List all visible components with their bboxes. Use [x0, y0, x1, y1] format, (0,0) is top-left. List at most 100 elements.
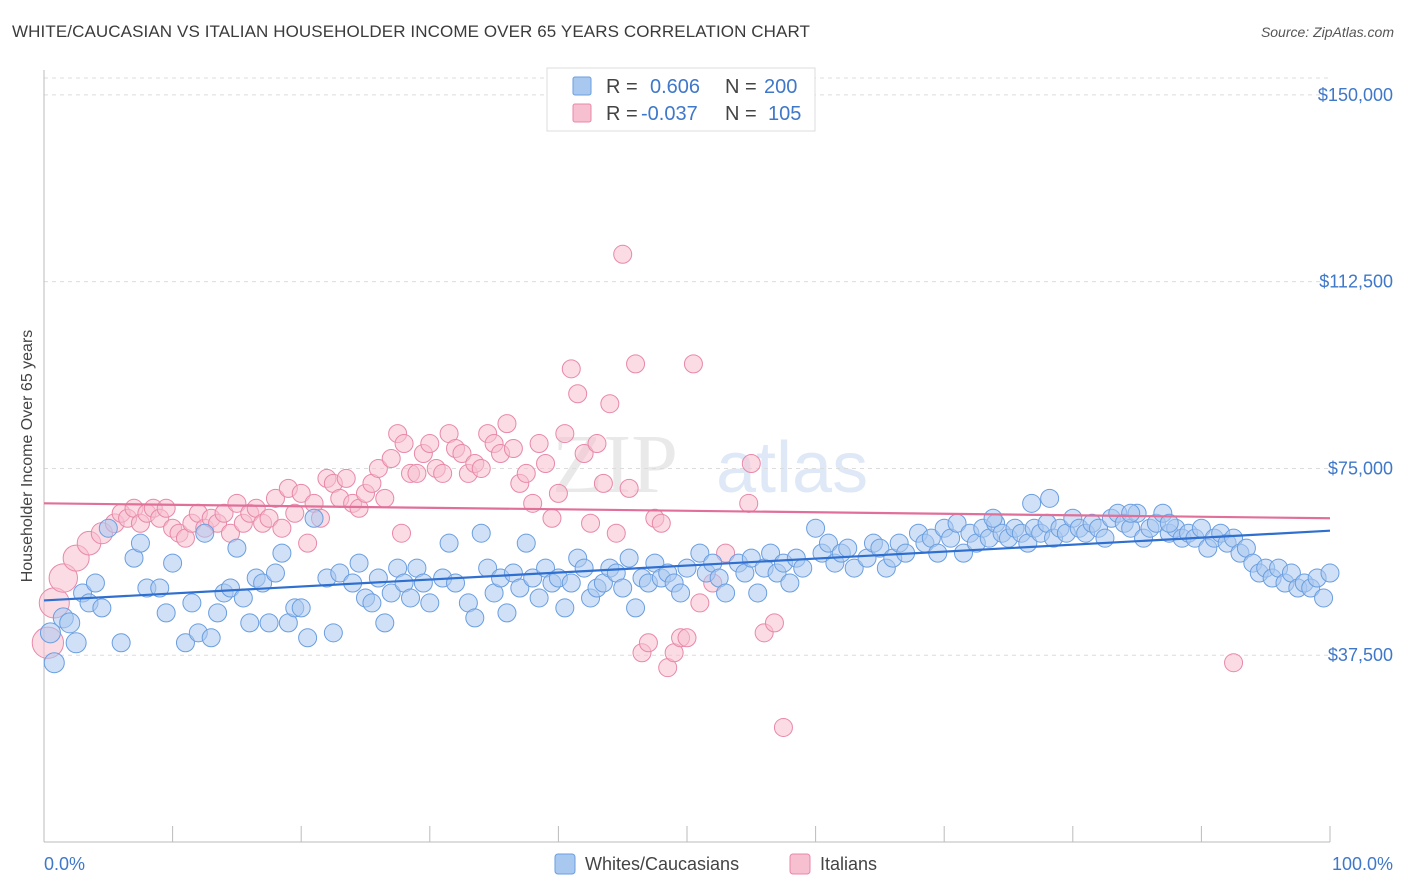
italians-point-106	[392, 523, 412, 543]
y-axis-label: Householder Income Over 65 years	[19, 330, 36, 583]
whites-point-17	[175, 633, 195, 653]
italians-point-25	[227, 493, 247, 513]
italians-point-14	[156, 498, 176, 518]
italians-point-71	[523, 493, 543, 513]
whites-point-44	[362, 593, 382, 613]
whites-point-53	[420, 593, 440, 613]
whites-point-7	[85, 573, 105, 593]
whites-point-30	[259, 613, 279, 633]
whites-point-73	[561, 573, 581, 593]
italians-point-36	[298, 533, 318, 553]
whites-point-0	[39, 622, 61, 644]
whites-point-185	[1314, 588, 1334, 608]
y-tick-label-3: $37,500	[1328, 645, 1393, 665]
whites-point-32	[272, 543, 292, 563]
whites-point-188	[983, 508, 1003, 528]
whites-point-105	[780, 573, 800, 593]
legend-swatch-italians	[572, 103, 592, 123]
whites-point-190	[1040, 488, 1060, 508]
italians-point-104	[773, 717, 793, 737]
whites-point-50	[401, 588, 421, 608]
whites-trend-line	[43, 529, 1331, 602]
italians-point-48	[375, 488, 395, 508]
whites-point-63	[497, 603, 517, 623]
italians-point-97	[690, 593, 710, 613]
y-tick-label-1: $112,500	[1319, 272, 1393, 292]
italians-point-60	[452, 444, 472, 464]
x-tick-label-right: 100.0%	[1332, 854, 1393, 874]
whites-point-117	[870, 538, 890, 558]
whites-point-58	[465, 608, 485, 628]
legend-r-label-italians: R =	[606, 103, 638, 125]
whites-point-42	[349, 553, 369, 573]
whites-point-46	[375, 613, 395, 633]
italians-point-81	[587, 434, 607, 454]
italians-point-70	[516, 463, 536, 483]
italians-point-31	[265, 488, 285, 508]
whites-point-108	[806, 518, 826, 538]
whites-point-59	[471, 523, 491, 543]
italians-point-75	[548, 483, 568, 503]
whites-point-31	[265, 563, 285, 583]
italians-point-74	[542, 508, 562, 528]
whites-point-52	[413, 573, 433, 593]
whites-point-83	[626, 598, 646, 618]
whites-point-191	[1121, 503, 1141, 523]
whites-point-14	[150, 578, 170, 598]
whites-point-8	[92, 598, 112, 618]
italians-point-87	[626, 354, 646, 374]
whites-point-27	[240, 613, 260, 633]
legend-r-value-italians: -0.037	[641, 103, 698, 125]
legend-bottom-label-italians: Italians	[820, 854, 877, 874]
italians-point-78	[568, 384, 588, 404]
italians-point-76	[555, 424, 575, 444]
whites-point-37	[304, 508, 324, 528]
italians-point-42	[336, 468, 356, 488]
whites-point-9	[98, 518, 118, 538]
y-tick-label-2: $75,000	[1328, 458, 1393, 478]
source-credit: Source: ZipAtlas.com	[1260, 24, 1394, 40]
whites-point-18	[182, 593, 202, 613]
whites-point-65	[510, 578, 530, 598]
whites-point-110	[818, 533, 838, 553]
italians-point-84	[606, 523, 626, 543]
italians-point-35	[291, 483, 311, 503]
series-italians	[31, 244, 1244, 737]
whites-point-75	[574, 558, 594, 578]
legend-r-value-whites: 0.606	[650, 76, 700, 98]
legend-bottom: Whites/Caucasians Italians	[554, 853, 877, 875]
whites-point-91	[677, 558, 697, 578]
legend-top: R = 0.606 N = 200 R = -0.037 N = 105	[546, 67, 816, 132]
italians-point-53	[407, 463, 427, 483]
whites-point-107	[793, 558, 813, 578]
italians-point-82	[593, 473, 613, 493]
italians-point-86	[619, 478, 639, 498]
italians-point-99	[741, 453, 761, 473]
whites-point-45	[368, 568, 388, 588]
whites-point-1	[43, 652, 65, 674]
whites-point-68	[529, 588, 549, 608]
legend-n-label-italians: N =	[725, 103, 757, 125]
italians-point-30	[259, 508, 279, 528]
whites-point-12	[130, 533, 150, 553]
whites-point-22	[208, 603, 228, 623]
italians-point-89	[638, 633, 658, 653]
whites-point-47	[381, 583, 401, 603]
italians-point-34	[285, 503, 305, 523]
italians-point-63	[471, 458, 491, 478]
whites-point-114	[844, 558, 864, 578]
legend-swatch-whites	[572, 76, 592, 96]
italians-point-95	[677, 628, 697, 648]
whites-point-81	[613, 578, 633, 598]
italians-point-105	[1224, 653, 1244, 673]
italians-point-96	[683, 354, 703, 374]
x-tick-marks	[43, 826, 1331, 842]
trend-lines	[43, 502, 1331, 602]
legend-n-label-whites: N =	[725, 76, 757, 98]
italians-point-102	[739, 493, 759, 513]
italians-point-77	[561, 359, 581, 379]
whites-point-186	[1320, 563, 1340, 583]
y-tick-labels: $150,000 $112,500 $75,000 $37,500	[1318, 85, 1393, 665]
whites-point-82	[619, 548, 639, 568]
